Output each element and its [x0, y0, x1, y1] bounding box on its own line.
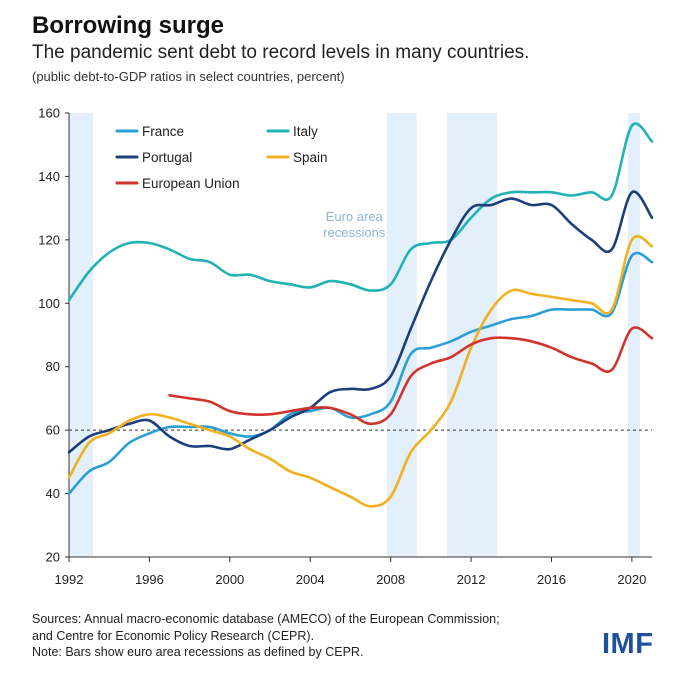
recession-bar	[446, 113, 498, 557]
legend-label-portugal: Portugal	[142, 150, 192, 165]
recession-bar	[386, 113, 417, 557]
sources-line: and Centre for Economic Policy Research …	[32, 628, 315, 643]
chart-subtitle: The pandemic sent debt to record levels …	[32, 42, 530, 63]
recession-label-line: recessions	[323, 225, 386, 240]
series-line-france	[67, 251, 654, 495]
series-line-european-union	[168, 326, 654, 426]
y-tick-label: 20	[46, 550, 60, 565]
y-tick-label: 40	[46, 486, 60, 501]
x-tick-label: 1996	[135, 572, 164, 587]
recession-label: Euro area recessions	[323, 209, 386, 240]
sources-note: Sources: Annual macro-economic database …	[32, 611, 652, 661]
x-tick-label: 2008	[376, 572, 405, 587]
x-tick-label: 2020	[617, 572, 646, 587]
legend-label-spain: Spain	[293, 150, 328, 165]
legend-label-european-union: European Union	[142, 176, 240, 191]
debt-line-chart: Euro area recessions 20 40 60 80 100 120 140 160 1…	[38, 106, 654, 587]
legend-label-italy: Italy	[293, 124, 318, 139]
recession-bar	[69, 113, 94, 557]
y-tick-label: 120	[38, 232, 60, 247]
series-line-spain	[67, 234, 654, 508]
chart-title: Borrowing surge	[32, 12, 225, 39]
sources-line: Sources: Annual macro-economic database …	[32, 612, 500, 626]
y-tick-label: 80	[46, 359, 60, 374]
x-tick-label: 2016	[537, 572, 566, 587]
x-tick-label: 2004	[296, 572, 325, 587]
recession-label-line: Euro area	[326, 209, 384, 224]
imf-logo: IMF	[602, 628, 654, 660]
x-tick-label: 2000	[215, 572, 244, 587]
series-line-italy	[67, 122, 654, 302]
recession-bar	[627, 113, 640, 557]
x-tick-label: 2012	[457, 572, 486, 587]
y-tick-label: 140	[38, 169, 60, 184]
y-tick-label: 100	[38, 296, 60, 311]
chart-units-note: (public debt-to-GDP ratios in select cou…	[32, 69, 345, 84]
x-tick-label: 1992	[55, 572, 84, 587]
sources-line: Note: Bars show euro area recessions as …	[32, 645, 364, 659]
series-line-portugal	[67, 190, 654, 454]
y-tick-label: 160	[38, 106, 60, 121]
legend-label-france: France	[142, 124, 184, 139]
y-tick-label: 60	[46, 423, 60, 438]
